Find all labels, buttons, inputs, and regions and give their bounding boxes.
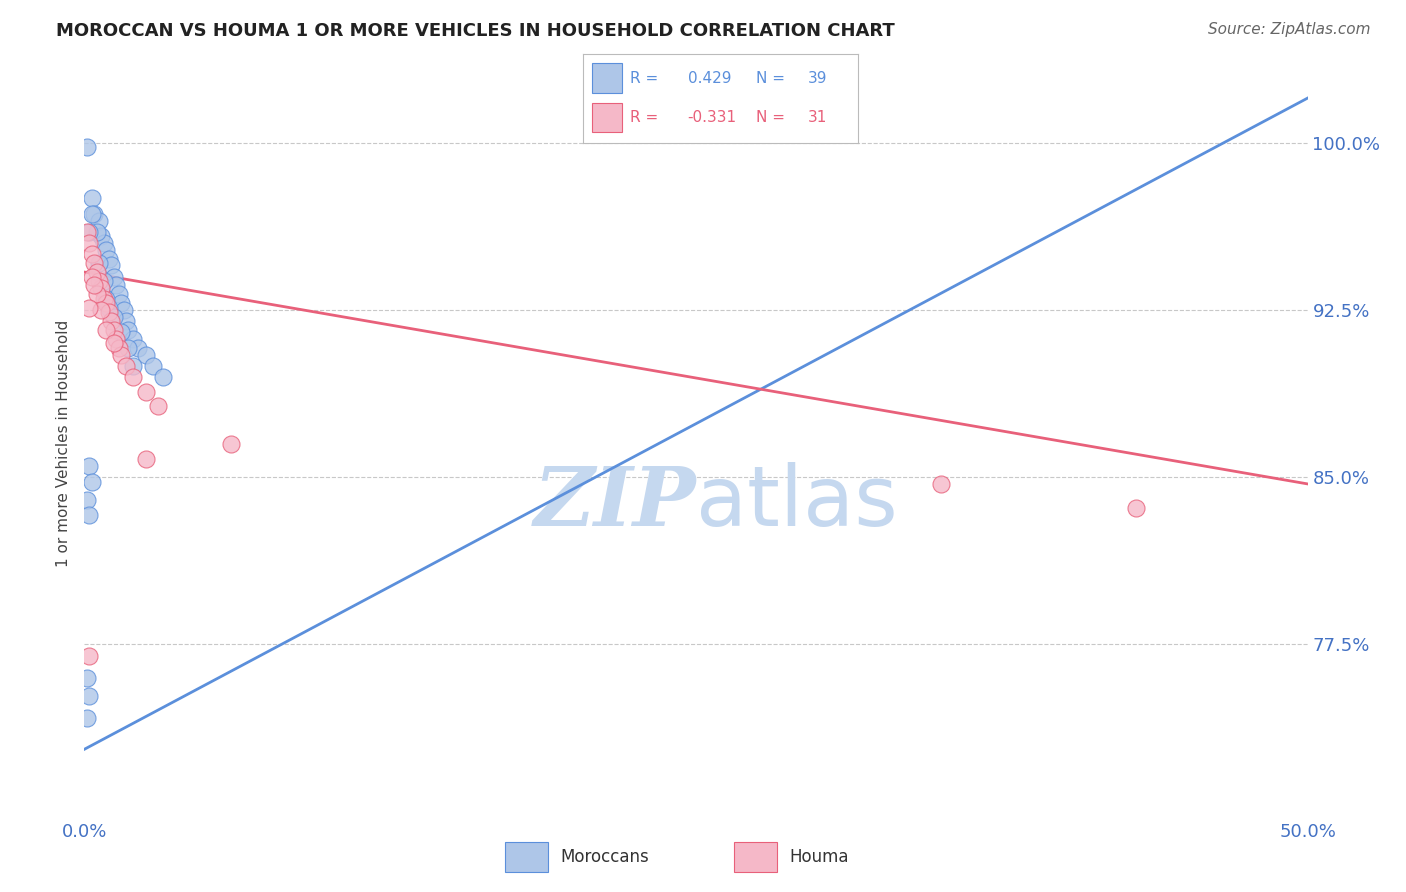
Point (87, 256, 110, 270)
Point (90, 302, 112, 317)
Point (76, 492, 98, 507)
Point (87, 274, 110, 288)
Point (77, 458, 100, 473)
Point (90, 229, 112, 244)
Point (77, 648, 100, 663)
FancyBboxPatch shape (592, 63, 621, 93)
Point (80, 269, 103, 284)
Text: N =: N = (756, 110, 785, 125)
Text: 39: 39 (808, 70, 828, 86)
Point (103, 323, 125, 337)
Point (110, 347, 132, 361)
Point (117, 323, 139, 337)
Point (112, 302, 135, 317)
Text: N =: N = (756, 70, 785, 86)
Point (83, 207, 105, 221)
Text: MOROCCAN VS HOUMA 1 OR MORE VEHICLES IN HOUSEHOLD CORRELATION CHART: MOROCCAN VS HOUMA 1 OR MORE VEHICLES IN … (56, 22, 896, 40)
Point (77, 225, 100, 239)
Point (146, 399, 169, 413)
Point (86, 225, 108, 239)
Point (107, 341, 129, 355)
Point (96, 296, 118, 310)
Point (80, 247, 103, 261)
Point (219, 436, 242, 450)
Point (76, 225, 98, 239)
Point (77, 235, 100, 250)
Point (103, 310, 125, 324)
Text: Houma: Houma (790, 848, 849, 866)
Text: 0.429: 0.429 (688, 70, 731, 86)
Point (86, 287, 108, 301)
Point (83, 256, 105, 270)
Point (122, 359, 145, 373)
Point (96, 323, 118, 337)
Point (93, 235, 115, 250)
Point (97, 305, 120, 319)
Point (76, 711, 98, 725)
Point (110, 296, 132, 310)
Point (76, 140, 98, 154)
Text: 31: 31 (808, 110, 828, 125)
Point (1125, 501, 1147, 516)
Point (77, 508, 100, 522)
Y-axis label: 1 or more Vehicles in Household: 1 or more Vehicles in Household (56, 320, 72, 567)
Point (929, 476, 952, 491)
Point (86, 265, 108, 279)
Point (100, 314, 122, 328)
Point (96, 292, 118, 306)
Text: Source: ZipAtlas.com: Source: ZipAtlas.com (1208, 22, 1371, 37)
Point (135, 347, 157, 361)
Point (96, 243, 118, 257)
Point (77, 689, 100, 703)
Point (80, 191, 103, 205)
Point (97, 301, 120, 315)
Point (80, 475, 103, 489)
Point (110, 325, 132, 339)
Point (93, 274, 115, 288)
Point (103, 336, 125, 351)
Point (77, 301, 100, 315)
Point (93, 292, 115, 306)
FancyBboxPatch shape (734, 842, 778, 872)
Text: Moroccans: Moroccans (561, 848, 650, 866)
Point (90, 280, 112, 294)
Text: -0.331: -0.331 (688, 110, 737, 125)
Point (103, 269, 125, 284)
Point (83, 278, 105, 293)
Point (115, 314, 138, 328)
Point (107, 287, 129, 301)
Point (87, 213, 110, 227)
Text: R =: R = (630, 70, 658, 86)
Point (127, 341, 149, 355)
Point (142, 359, 165, 373)
Point (76, 671, 98, 685)
Point (100, 258, 122, 272)
Text: R =: R = (630, 110, 658, 125)
Point (117, 341, 139, 355)
Point (122, 332, 145, 346)
Point (115, 359, 138, 373)
FancyBboxPatch shape (592, 103, 621, 132)
Point (80, 207, 103, 221)
Text: atlas: atlas (696, 462, 897, 543)
Point (105, 332, 128, 346)
Point (135, 385, 157, 400)
Point (97, 252, 120, 266)
Point (122, 369, 145, 384)
Point (105, 278, 128, 293)
FancyBboxPatch shape (505, 842, 548, 872)
Text: ZIP: ZIP (533, 463, 696, 542)
Point (152, 369, 174, 384)
Point (135, 452, 157, 467)
